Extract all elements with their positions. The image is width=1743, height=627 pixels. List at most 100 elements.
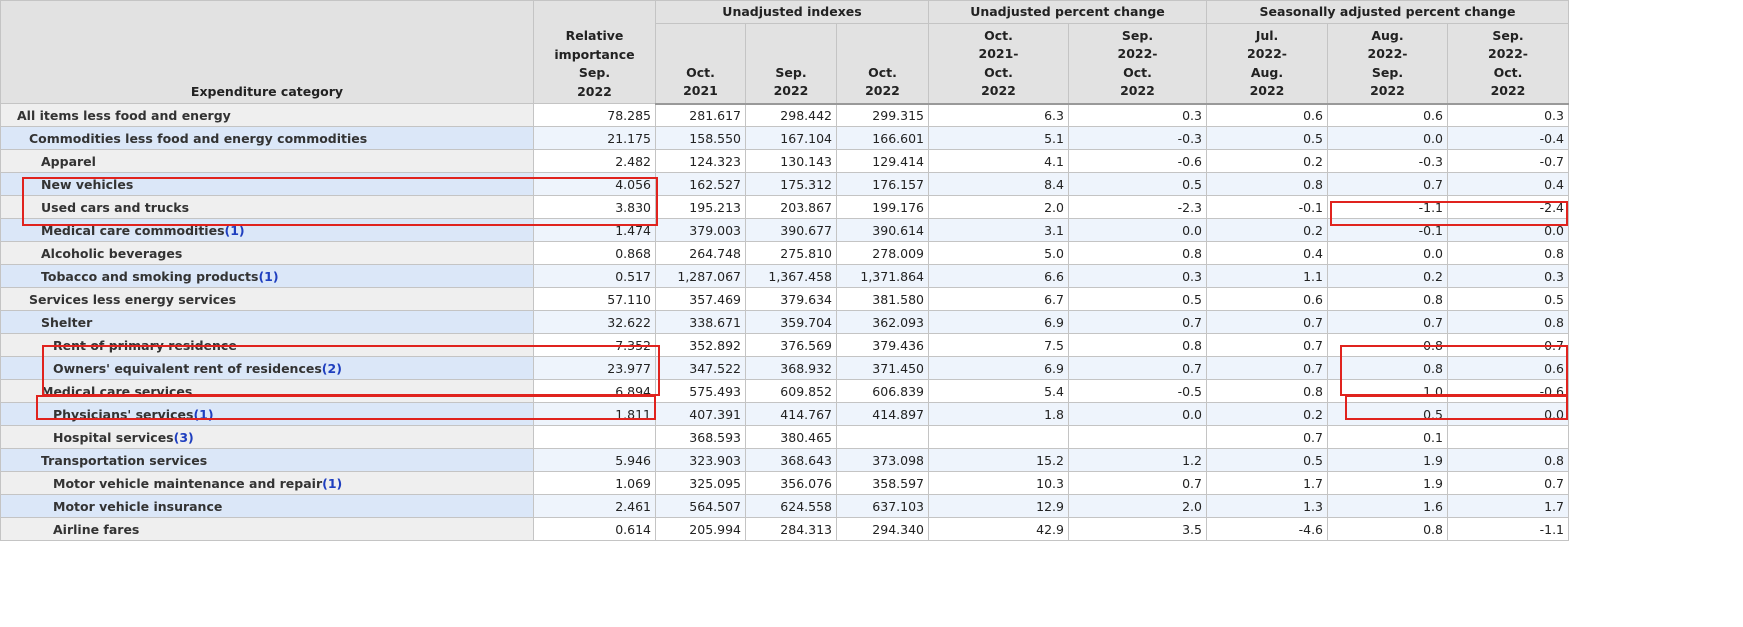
header-line: Relative <box>565 28 624 43</box>
value-cell: 0.1 <box>1327 425 1448 449</box>
value-cell: 162.527 <box>655 172 746 196</box>
header-row: Expenditure category Relative importance Se… <box>0 0 1569 104</box>
value-cell: 0.614 <box>533 517 656 541</box>
value-cell: 414.897 <box>836 402 929 426</box>
column-header: Sep. 2022- Oct. 2022 <box>1068 23 1207 105</box>
value-cell: 609.852 <box>745 379 837 403</box>
value-cell: 205.994 <box>655 517 746 541</box>
table-row: Hospital services(3) 368.593 380.465 0.7 0.1 <box>0 425 1569 449</box>
header-line: Sep. <box>1492 27 1524 43</box>
value-cell: 5.4 <box>928 379 1069 403</box>
value-cell: 0.2 <box>1206 402 1328 426</box>
category-cell: Apparel <box>0 149 534 173</box>
value-cell: 0.3 <box>1068 103 1207 127</box>
value-cell: 0.6 <box>1206 103 1328 127</box>
value-cell: 347.522 <box>655 356 746 380</box>
value-cell: 0.8 <box>1327 287 1448 311</box>
footnote-link[interactable]: (1) <box>258 268 279 284</box>
footnote-link[interactable]: (2) <box>321 360 342 376</box>
table-row: Services less energy services 57.110 357.4… <box>0 287 1569 311</box>
value-cell: 129.414 <box>836 149 929 173</box>
value-cell: 167.104 <box>745 126 837 150</box>
value-cell: -0.4 <box>1447 126 1569 150</box>
value-cell: 368.643 <box>745 448 837 472</box>
header-line: Oct. <box>1123 64 1152 80</box>
value-cell: -4.6 <box>1206 517 1328 541</box>
category-label: Shelter <box>41 314 93 330</box>
category-cell: Motor vehicle insurance <box>0 494 534 518</box>
value-cell: 0.5 <box>1206 126 1328 150</box>
value-cell: 0.0 <box>1068 402 1207 426</box>
header-line: importance <box>554 46 635 62</box>
value-cell: 1.6 <box>1327 494 1448 518</box>
header-line: 2022 <box>1370 83 1405 98</box>
value-cell: 0.7 <box>1327 310 1448 334</box>
value-cell: 0.3 <box>1068 264 1207 288</box>
category-label: Commodities less food and energy commodi… <box>29 130 368 146</box>
footnote-link[interactable]: (1) <box>193 406 214 422</box>
value-cell: -0.5 <box>1068 379 1207 403</box>
value-cell: 414.767 <box>745 402 837 426</box>
group-header: Unadjusted percent change <box>928 0 1207 24</box>
value-cell: 3.5 <box>1068 517 1207 541</box>
column-header: Oct. 2021 <box>655 23 746 105</box>
value-cell: 0.6 <box>1327 103 1448 127</box>
value-cell: 0.5 <box>1206 448 1328 472</box>
category-label: Services less energy services <box>29 291 237 307</box>
value-cell: 368.932 <box>745 356 837 380</box>
value-cell: 1.1 <box>1206 264 1328 288</box>
category-label: Owners' equivalent rent of residences <box>53 360 322 376</box>
value-cell: 0.517 <box>533 264 656 288</box>
value-cell: 357.469 <box>655 287 746 311</box>
value-cell: -2.4 <box>1447 195 1569 219</box>
table-row: All items less food and energy 78.285 281.… <box>0 103 1569 127</box>
value-cell: 5.1 <box>928 126 1069 150</box>
category-label: Used cars and trucks <box>41 199 190 215</box>
value-cell: 10.3 <box>928 471 1069 495</box>
value-cell: -0.3 <box>1327 149 1448 173</box>
table-row: Alcoholic beverages 0.868 264.748 275.810 27… <box>0 241 1569 265</box>
value-cell: 0.6 <box>1447 356 1569 380</box>
header-line: 2022 <box>1249 83 1285 98</box>
header-line: Oct. <box>1493 64 1523 80</box>
value-cell: 0.8 <box>1206 379 1328 403</box>
value-cell: -2.3 <box>1068 195 1207 219</box>
value-cell: 3.1 <box>928 218 1069 242</box>
column-header: Oct. 2022 <box>836 23 929 105</box>
value-cell: 0.4 <box>1206 241 1328 265</box>
category-cell: Transportation services <box>0 448 534 472</box>
table-row: Transportation services 5.946 323.903 368.6… <box>0 448 1569 472</box>
value-cell: 0.868 <box>533 241 656 265</box>
header-line: 2022- <box>1247 46 1287 61</box>
value-cell: 371.450 <box>836 356 929 380</box>
value-cell: 15.2 <box>928 448 1069 472</box>
empty-cell <box>1068 425 1207 449</box>
header-line: 2022 <box>577 83 612 99</box>
footnote-link[interactable]: (1) <box>322 475 343 491</box>
value-cell: 575.493 <box>655 379 746 403</box>
value-cell: 1.9 <box>1327 448 1448 472</box>
value-cell: 2.0 <box>928 195 1069 219</box>
footnote-link[interactable]: (3) <box>173 429 194 445</box>
value-cell: 0.8 <box>1447 310 1569 334</box>
value-cell: 12.9 <box>928 494 1069 518</box>
table-row: Medical care commodities(1) 1.474 379.003 3… <box>0 218 1569 242</box>
highlight-box <box>42 345 660 396</box>
category-label: Apparel <box>41 153 96 169</box>
category-label: Motor vehicle insurance <box>53 498 223 514</box>
value-cell: 176.157 <box>836 172 929 196</box>
value-cell: 5.946 <box>533 448 656 472</box>
value-cell: 0.0 <box>1068 218 1207 242</box>
value-cell: 338.671 <box>655 310 746 334</box>
value-cell: 0.5 <box>1068 172 1207 196</box>
category-label: All items less food and energy <box>17 107 231 123</box>
footnote-link[interactable]: (1) <box>224 222 245 238</box>
group-header: Unadjusted indexes <box>655 0 929 24</box>
value-cell: 368.593 <box>655 425 746 449</box>
header-line: 2022- <box>1367 46 1408 61</box>
value-cell: 1,287.067 <box>655 264 746 288</box>
category-label: Medical care commodities <box>41 222 225 238</box>
table-row: Apparel 2.482 124.323 130.143 129.414 4.1 -0.6… <box>0 149 1569 173</box>
value-cell: 362.093 <box>836 310 929 334</box>
header-line: Sep. <box>1121 27 1154 43</box>
